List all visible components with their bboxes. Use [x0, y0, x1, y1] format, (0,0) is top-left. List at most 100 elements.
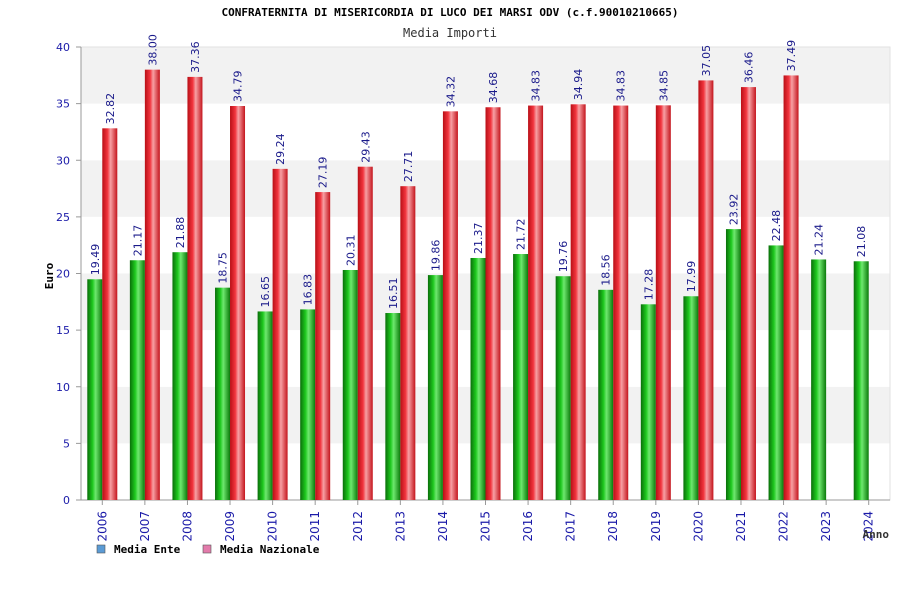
bar-media-nazionale [613, 105, 629, 501]
legend: Media Ente Media Nazionale [96, 543, 320, 556]
data-label: 37.05 [700, 45, 713, 77]
data-label: 19.86 [429, 240, 442, 272]
bar-media-nazionale [357, 166, 373, 500]
x-tick-label: 2017 [564, 511, 578, 542]
bar-media-ente [129, 260, 145, 500]
bar-media-ente [300, 309, 316, 500]
chart-subtitle: Media Importi [403, 26, 497, 40]
x-tick-label: 2013 [393, 511, 407, 542]
data-label: 29.43 [359, 131, 372, 163]
x-tick-label: 2008 [180, 511, 194, 542]
data-label: 21.37 [472, 222, 485, 254]
legend-swatch [202, 544, 212, 554]
data-label: 34.85 [657, 70, 670, 102]
data-label: 34.83 [530, 70, 543, 102]
x-tick-label: 2016 [521, 511, 535, 542]
bar-media-ente [513, 254, 529, 500]
y-axis-label: Euro [43, 262, 56, 289]
y-axis: 0 5 10 15 20 25 30 35 40 [56, 41, 82, 507]
x-tick-label: 2023 [819, 511, 833, 542]
bar-media-nazionale [315, 192, 331, 501]
data-label: 37.49 [785, 40, 798, 72]
bar-media-ente [385, 313, 401, 500]
data-label: 34.32 [444, 76, 457, 108]
y-tick-label: 40 [56, 41, 70, 54]
data-label: 21.88 [174, 217, 187, 249]
data-label: 34.68 [487, 72, 500, 104]
y-tick-label: 25 [56, 211, 70, 224]
y-tick-label: 15 [56, 324, 70, 337]
bar-media-nazionale [187, 76, 203, 500]
data-label: 21.08 [855, 226, 868, 258]
data-label: 27.71 [402, 151, 415, 183]
x-tick-label: 2014 [436, 511, 450, 542]
x-tick-label: 2024 [862, 511, 876, 542]
data-label: 22.48 [770, 210, 783, 242]
bar-media-ente [427, 275, 443, 500]
bar-media-ente [640, 304, 656, 500]
bar-media-nazionale [144, 69, 160, 501]
bar-media-ente [470, 257, 486, 500]
x-tick-label: 2011 [308, 511, 322, 542]
data-label: 18.56 [600, 254, 613, 286]
data-label: 34.83 [615, 70, 628, 102]
chart-title: CONFRATERNITA DI MISERICORDIA DI LUCO DE… [222, 6, 679, 19]
data-label: 16.83 [302, 274, 315, 306]
y-tick-label: 35 [56, 98, 70, 111]
data-label: 19.49 [89, 244, 102, 276]
y-tick-label: 0 [63, 494, 70, 507]
data-label: 37.36 [189, 41, 202, 73]
bar-media-nazionale [528, 105, 544, 501]
y-tick-label: 10 [56, 381, 70, 394]
bar-media-nazionale [272, 168, 288, 500]
data-label: 32.82 [104, 93, 117, 125]
legend-swatch [96, 544, 106, 554]
data-label: 21.72 [515, 219, 528, 251]
bar-media-ente [342, 269, 358, 500]
x-axis-label: Anno [863, 528, 890, 541]
bar-media-nazionale [230, 106, 246, 501]
data-label: 17.99 [685, 261, 698, 293]
x-axis: 2006 2007 2008 2009 2010 2011 2012 2013 2014 2015… [81, 499, 890, 542]
data-label: 27.19 [317, 157, 330, 189]
bar-media-ente [853, 261, 869, 500]
bar-media-ente [768, 245, 784, 500]
x-tick-label: 2007 [138, 511, 152, 542]
x-tick-label: 2006 [95, 511, 109, 542]
data-label: 20.31 [344, 234, 357, 266]
x-tick-label: 2018 [606, 511, 620, 542]
bar-media-ente [87, 279, 103, 500]
data-label: 36.46 [742, 52, 755, 84]
bar-media-nazionale [102, 128, 118, 500]
data-label: 18.75 [217, 252, 230, 284]
bar-media-ente [172, 252, 188, 500]
legend-item-media-ente: Media Ente [96, 543, 181, 556]
x-tick-label: 2015 [479, 511, 493, 542]
legend-label: Media Ente [114, 543, 181, 556]
bar-media-ente [725, 229, 741, 500]
y-tick-label: 5 [63, 437, 70, 450]
bar-media-ente [598, 289, 614, 500]
bar-media-ente [683, 296, 699, 500]
y-tick-label: 20 [56, 268, 70, 281]
bar-media-ente [555, 276, 571, 500]
data-label: 34.79 [232, 71, 245, 103]
x-tick-label: 2020 [691, 511, 705, 542]
bar-media-ente [215, 287, 231, 500]
x-tick-label: 2022 [777, 511, 791, 542]
data-label: 29.24 [274, 133, 287, 165]
bar-media-nazionale [783, 75, 799, 500]
data-label: 19.76 [557, 241, 570, 273]
x-tick-label: 2012 [351, 511, 365, 542]
x-tick-label: 2019 [649, 511, 663, 542]
bar-media-nazionale [485, 107, 501, 501]
x-tick-label: 2021 [734, 511, 748, 542]
data-label: 17.28 [642, 269, 655, 301]
bar-media-ente [811, 259, 827, 500]
bar-labels: 19.49 21.17 21.88 18.75 16.65 16.83 20.31 16.51… [89, 34, 868, 309]
bar-media-nazionale [400, 186, 416, 500]
y-tick-label: 30 [56, 154, 70, 167]
data-label: 21.24 [813, 224, 826, 256]
bar-media-nazionale [442, 111, 458, 501]
